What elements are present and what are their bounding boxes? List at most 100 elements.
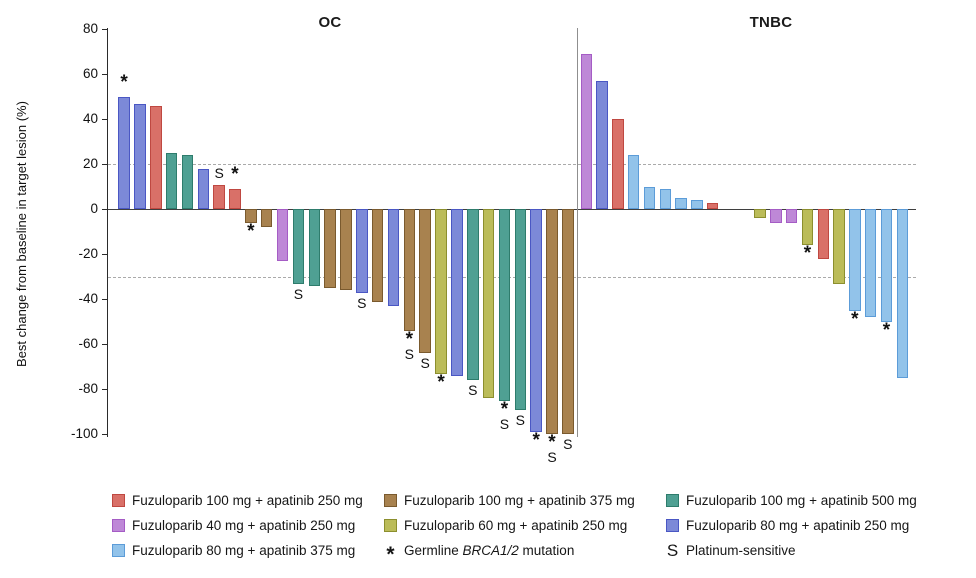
bar-tnbc-13 [801,209,814,246]
platinum-sensitive-mark: S [499,415,510,432]
y-tick-60 [102,73,107,75]
bar-tnbc-8 [691,200,703,210]
y-tick-label--80: -80 [78,381,98,397]
brca-mutation-asterisk: * [803,243,812,265]
legend-label: Platinum-sensitive [686,543,796,558]
legend-item-fz80_ap375: Fuzuloparib 80 mg + apatinib 375 mg [112,543,384,558]
bar-oc-9 [245,209,257,223]
brca-mutation-asterisk: * [882,319,891,341]
platinum-sensitive-mark: S [357,294,367,311]
bar-tnbc-1 [580,54,592,210]
zero-baseline [108,208,916,210]
bar-tnbc-2 [596,81,608,210]
legend-item-marker-asterisk: * Germline BRCA1/2 mutation [384,542,666,566]
y-axis-line [107,28,108,437]
bar-oc-23 [467,209,479,381]
legend-swatch-fz100_ap250 [112,494,125,507]
bar-tnbc-18 [880,209,893,322]
legend-item-fz100_ap500: Fuzuloparib 100 mg + apatinib 500 mg [666,493,966,508]
legend-swatch-fz100_ap500 [666,494,679,507]
bar-tnbc-15 [833,209,845,284]
legend-label: Fuzuloparib 40 mg + apatinib 250 mg [132,518,356,533]
bar-oc-21 [435,209,447,374]
legend-swatch-fz80_ap250 [666,519,679,532]
bar-oc-8 [229,189,241,210]
y-tick-label-40: 40 [82,111,98,127]
panel-title-oc: OC [318,14,342,31]
reference-line-plus20 [108,164,916,165]
bar-tnbc-9 [706,202,719,210]
platinum-sensitive-mark: S [293,285,304,302]
legend-swatch-fz100_ap375 [384,494,397,507]
bar-oc-3 [150,105,162,210]
bar-oc-12 [292,209,305,284]
bar-tnbc-7 [675,198,687,210]
platinum-sensitive-mark: S [214,164,224,181]
y-tick--100 [102,433,107,435]
legend-label: Fuzuloparib 80 mg + apatinib 250 mg [686,518,910,533]
panel-title-tnbc: TNBC [749,14,793,31]
legend-item-fz80_ap250: Fuzuloparib 80 mg + apatinib 250 mg [666,518,966,533]
y-tick-label-80: 80 [82,21,98,37]
platinum-sensitive-mark: S [547,449,557,466]
y-tick-label--60: -60 [78,336,98,352]
legend-label: Fuzuloparib 100 mg + apatinib 250 mg [132,493,363,508]
bar-oc-14 [324,209,336,288]
bar-oc-22 [451,209,463,376]
y-tick-label-20: 20 [82,156,98,172]
panel-separator-line [577,28,578,437]
bar-oc-19 [403,209,416,331]
bar-oc-11 [276,209,289,261]
brca-mutation-asterisk: * [405,328,414,350]
brca-mutation-asterisk: * [532,430,540,451]
bar-oc-15 [340,209,352,291]
y-tick-label--20: -20 [78,246,98,262]
y-tick-20 [102,163,107,165]
platinum-sensitive-mark: S [468,382,478,399]
legend-item-marker-S: S Platinum-sensitive [666,542,966,559]
asterisk-icon: * [386,542,395,566]
legend-item-fz60_ap250: Fuzuloparib 60 mg + apatinib 250 mg [384,518,666,533]
y-tick--40 [102,298,107,300]
platinum-sensitive-mark: S [404,345,415,362]
brca-mutation-asterisk: * [247,220,255,242]
bar-tnbc-5 [643,186,656,210]
y-tick-label--100: -100 [70,426,98,442]
bar-tnbc-3 [612,119,624,210]
bar-oc-2 [134,103,146,210]
platinum-sensitive-mark: S [563,436,573,453]
bar-tnbc-10 [754,209,766,219]
legend-swatch-fz60_ap250 [384,519,397,532]
bar-oc-24 [482,209,495,399]
legend-swatch-fz80_ap375 [112,544,125,557]
bar-tnbc-12 [785,209,798,223]
brca-mutation-asterisk: * [437,371,445,393]
bar-tnbc-19 [896,209,908,378]
legend-label: Fuzuloparib 80 mg + apatinib 375 mg [132,543,356,558]
y-tick--80 [102,388,107,390]
bar-tnbc-4 [627,155,640,210]
legend-item-fz40_ap250: Fuzuloparib 40 mg + apatinib 250 mg [112,518,384,533]
bar-oc-27 [530,209,542,432]
bar-oc-5 [181,155,194,210]
bar-tnbc-6 [659,189,671,210]
bar-oc-6 [197,168,210,210]
y-tick--60 [102,343,107,345]
legend-item-fz100_ap375: Fuzuloparib 100 mg + apatinib 375 mg [384,493,666,508]
y-tick-0 [102,208,107,210]
bar-oc-26 [514,209,527,410]
bar-tnbc-11 [770,209,782,223]
bar-oc-25 [498,209,511,401]
bar-oc-7 [213,184,225,210]
bar-tnbc-14 [817,209,829,259]
bar-tnbc-16 [849,209,861,311]
legend-label: Fuzuloparib 60 mg + apatinib 250 mg [404,518,628,533]
brca-mutation-asterisk: * [548,432,556,454]
y-tick-label-60: 60 [82,66,98,82]
brca-mutation-asterisk: * [500,398,509,420]
y-tick-80 [102,28,107,30]
legend-item-fz100_ap250: Fuzuloparib 100 mg + apatinib 250 mg [112,493,384,508]
bar-oc-17 [371,209,384,302]
legend-swatch-fz40_ap250 [112,519,125,532]
legend-label: Fuzuloparib 100 mg + apatinib 500 mg [686,493,917,508]
